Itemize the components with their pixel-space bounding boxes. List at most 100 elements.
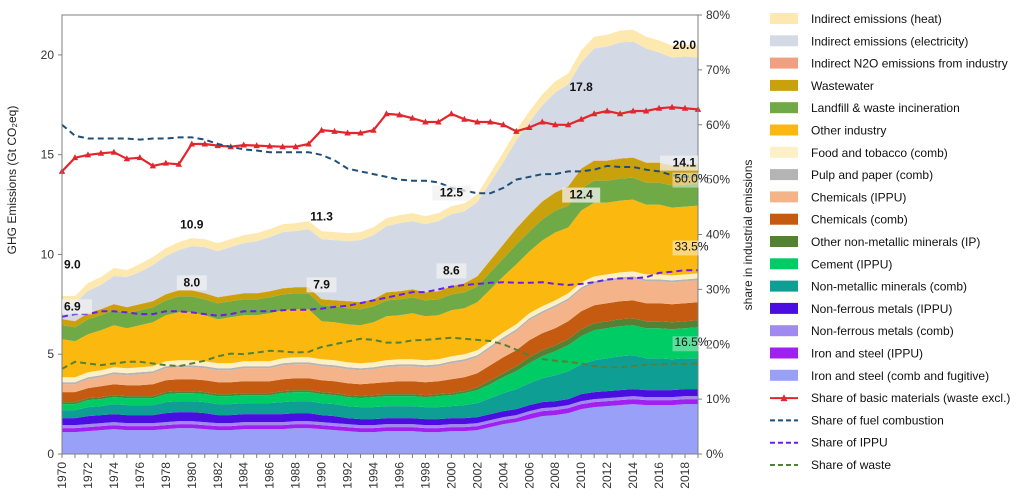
legend-label: Share of basic materials (waste excl.) bbox=[811, 391, 1010, 405]
share-marker bbox=[318, 126, 325, 133]
annotation-bg bbox=[436, 263, 467, 279]
value-annotation: 11.3 bbox=[310, 210, 333, 224]
value-annotation: 12.4 bbox=[570, 188, 594, 202]
area-13 bbox=[62, 389, 698, 426]
y-right-tick-label: 0% bbox=[706, 447, 724, 461]
y-right-tick-label: 30% bbox=[706, 282, 730, 296]
share-marker bbox=[357, 129, 364, 136]
legend-swatch bbox=[770, 35, 798, 47]
legend-swatch bbox=[770, 124, 798, 136]
legend-label: Chemicals (IPPU) bbox=[811, 190, 906, 204]
area-0 bbox=[62, 29, 698, 303]
share-marker bbox=[552, 121, 559, 128]
y-left-tick-label: 20 bbox=[41, 48, 55, 62]
legend-label: Share of fuel combustion bbox=[811, 413, 944, 427]
axes: 0 5 10 15 20 0% 10% 20% 30% 40% 50% 60% 70% 80% 1970 19… bbox=[41, 8, 731, 489]
y-left-tick-label: 15 bbox=[41, 148, 55, 162]
legend-swatch bbox=[770, 280, 798, 292]
area-5 bbox=[62, 199, 698, 378]
share-marker bbox=[539, 118, 546, 125]
y-right-tick-label: 80% bbox=[706, 8, 730, 22]
x-tick-label: 2010 bbox=[574, 462, 588, 489]
share-lines bbox=[58, 103, 702, 370]
value-annotation: 12.5 bbox=[440, 186, 464, 200]
legend-label: Pulp and paper (comb) bbox=[811, 168, 933, 182]
legend-swatch bbox=[770, 236, 798, 247]
value-annotations: 9.0 10.9 11.3 17.8 20.0 6.9 8.0 7.9 8.6 12.5 12.4 1… bbox=[62, 38, 711, 352]
share-marker bbox=[370, 126, 377, 133]
share-marker bbox=[214, 142, 221, 149]
area-16 bbox=[62, 404, 698, 454]
x-tick-label: 1998 bbox=[418, 462, 432, 489]
legend-swatch bbox=[770, 347, 798, 359]
legend-label: Non-metallic minerals (comb) bbox=[811, 280, 967, 294]
share-marker bbox=[97, 149, 105, 156]
value-annotation: 7.9 bbox=[313, 277, 330, 291]
share-marker bbox=[162, 159, 170, 166]
legend-label: Wastewater bbox=[811, 79, 874, 93]
legend-marker bbox=[780, 394, 788, 402]
legend: Indirect emissions (heat) Indirect emissi… bbox=[770, 12, 1010, 472]
share-marker bbox=[655, 104, 663, 111]
y-right-tick-label: 50% bbox=[706, 173, 730, 187]
legend-label: Iron and steel (comb and fugitive) bbox=[811, 369, 989, 383]
y-left-tick-label: 0 bbox=[47, 447, 54, 461]
legend-label: Other non-metallic minerals (IP) bbox=[811, 235, 980, 249]
legend-swatch bbox=[770, 79, 798, 91]
share-marker bbox=[253, 142, 260, 149]
share-marker bbox=[84, 151, 92, 158]
value-annotation: 8.0 bbox=[183, 275, 200, 289]
x-tick-label: 1970 bbox=[55, 462, 69, 489]
x-tick-label: 2014 bbox=[626, 462, 640, 489]
area-6 bbox=[62, 271, 698, 383]
value-annotation: 8.6 bbox=[443, 263, 460, 277]
legend-label: Non-ferrous metals (comb) bbox=[811, 324, 954, 338]
share-marker bbox=[136, 154, 144, 161]
share-marker bbox=[629, 107, 637, 114]
x-tick-label: 1978 bbox=[159, 462, 173, 489]
area-12 bbox=[62, 355, 698, 420]
share-marker bbox=[188, 140, 195, 147]
share-marker bbox=[590, 110, 598, 117]
legend-swatch bbox=[770, 302, 798, 314]
legend-label: Iron and steel (IPPU) bbox=[811, 347, 923, 361]
y-axis-right-title: share in industrial emissions bbox=[741, 160, 755, 311]
legend-label: Cement (IPPU) bbox=[811, 257, 892, 271]
legend-label: Indirect emissions (heat) bbox=[811, 12, 942, 26]
share-marker bbox=[279, 143, 286, 150]
x-tick-label: 2004 bbox=[496, 462, 510, 489]
share-marker bbox=[240, 141, 247, 148]
legend-label: Other industry bbox=[811, 124, 886, 138]
annotation-bg bbox=[672, 336, 711, 352]
legend-label: Chemicals (comb) bbox=[811, 213, 908, 227]
value-annotation: 6.9 bbox=[64, 299, 81, 313]
y-right-tick-label: 10% bbox=[706, 392, 730, 406]
share-marker bbox=[292, 143, 299, 150]
x-tick-label: 1976 bbox=[133, 462, 147, 489]
share-marker bbox=[396, 111, 403, 118]
annotation-bg bbox=[306, 277, 337, 293]
share-marker bbox=[565, 121, 572, 128]
share-marker bbox=[603, 107, 611, 114]
share-marker bbox=[461, 115, 468, 122]
share-marker bbox=[500, 121, 507, 128]
legend-swatch bbox=[770, 102, 798, 114]
legend-swatch bbox=[770, 213, 798, 225]
area-15 bbox=[62, 399, 698, 433]
area-7 bbox=[62, 276, 698, 385]
legend-swatch bbox=[770, 325, 798, 337]
share-line-3 bbox=[61, 336, 699, 370]
share-marker bbox=[526, 123, 533, 130]
share-marker bbox=[331, 127, 338, 134]
x-tick-label: 1994 bbox=[367, 462, 381, 489]
annotation-bg bbox=[562, 187, 601, 203]
share-marker bbox=[422, 118, 429, 125]
annotation-bg bbox=[660, 155, 698, 171]
value-annotation: 14.1 bbox=[673, 156, 697, 170]
annotation-bg bbox=[62, 299, 92, 315]
share-marker bbox=[110, 148, 118, 155]
legend-swatch bbox=[770, 258, 798, 270]
legend-label: Indirect emissions (electricity) bbox=[811, 34, 968, 48]
x-tick-label: 2008 bbox=[548, 462, 562, 489]
legend-swatch bbox=[770, 13, 798, 24]
